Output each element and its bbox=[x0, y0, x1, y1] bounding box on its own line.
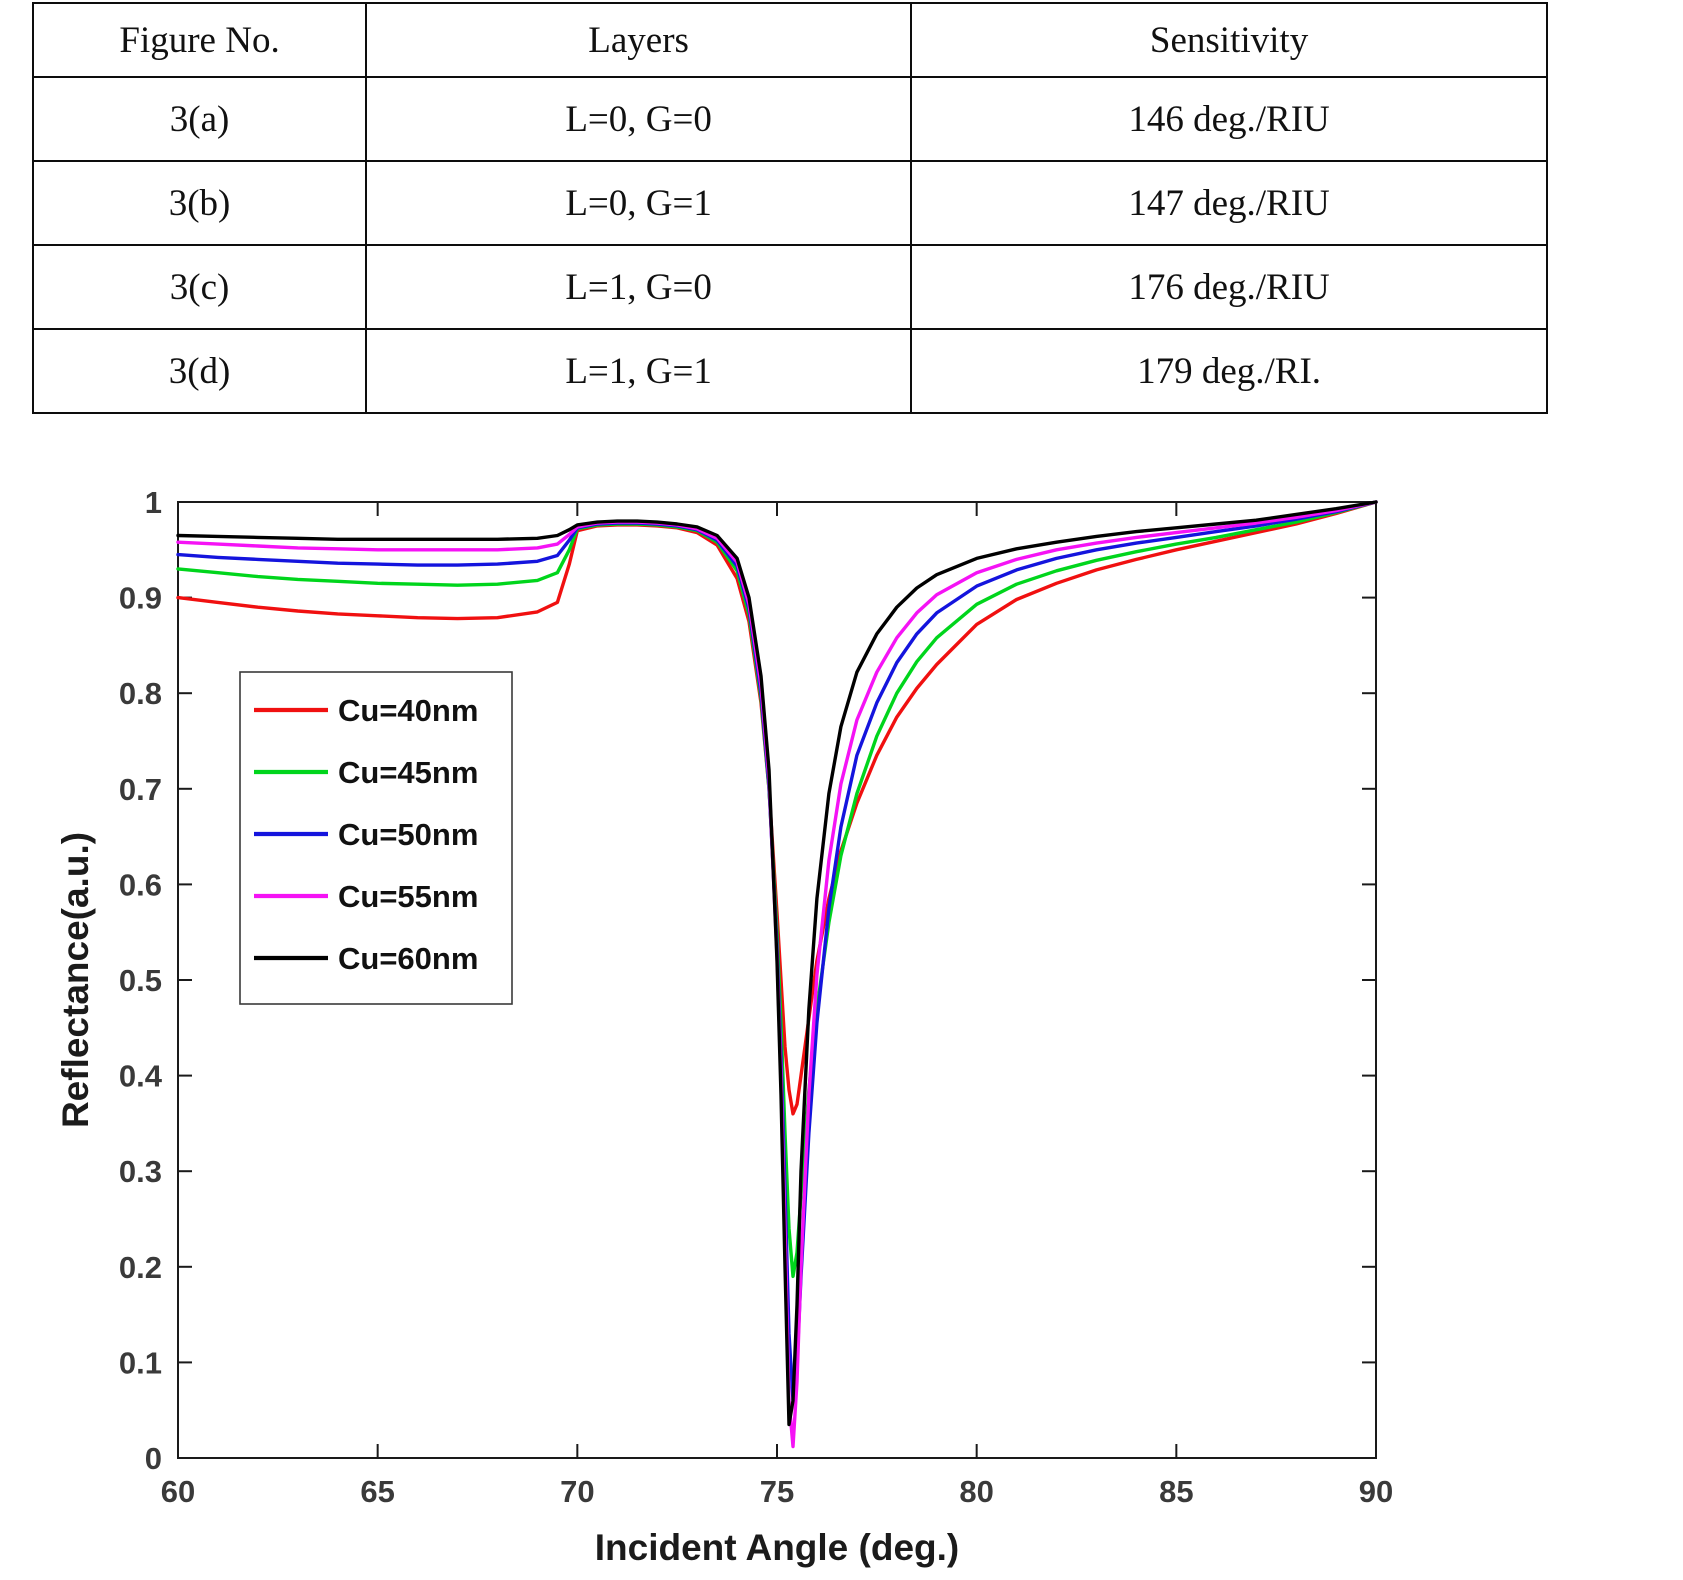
table-cell: L=0, G=0 bbox=[365, 76, 913, 162]
x-tick-label: 60 bbox=[161, 1474, 195, 1509]
table-row: 3(d) L=1, G=1 179 deg./RI. bbox=[31, 328, 1548, 414]
y-tick-label: 0.3 bbox=[119, 1154, 162, 1189]
y-axis-label: Reflectance(a.u.) bbox=[55, 832, 96, 1128]
y-tick-label: 0.5 bbox=[119, 963, 162, 998]
x-tick-label: 75 bbox=[760, 1474, 794, 1509]
table-cell: 3(c) bbox=[31, 244, 368, 330]
table-cell: L=1, G=0 bbox=[365, 244, 913, 330]
legend-box bbox=[239, 671, 513, 1005]
sensitivity-table: Figure No. Layers Sensitivity 3(a) L=0, G=0… bbox=[31, 2, 1548, 414]
table-row: 3(a) L=0, G=0 146 deg./RIU bbox=[31, 76, 1548, 162]
table-cell: 146 deg./RIU bbox=[910, 76, 1548, 162]
table-cell: 147 deg./RIU bbox=[910, 160, 1548, 246]
table-cell: 179 deg./RI. bbox=[910, 328, 1548, 414]
x-tick-label: 65 bbox=[360, 1474, 394, 1509]
y-tick-label: 0.8 bbox=[119, 676, 162, 711]
legend-label: Cu=60nm bbox=[338, 941, 478, 976]
y-tick-label: 0.9 bbox=[119, 581, 162, 616]
table-cell: L=0, G=1 bbox=[365, 160, 913, 246]
x-tick-label: 85 bbox=[1159, 1474, 1193, 1509]
x-tick-label: 80 bbox=[959, 1474, 993, 1509]
series-line bbox=[176, 500, 1378, 1427]
table-cell: L=1, G=1 bbox=[365, 328, 913, 414]
series-line bbox=[176, 500, 1378, 1116]
table-row: 3(c) L=1, G=0 176 deg./RIU bbox=[31, 244, 1548, 330]
y-tick-label: 0.4 bbox=[119, 1059, 163, 1094]
x-axis-label: Incident Angle (deg.) bbox=[595, 1527, 960, 1568]
reflectance-chart: 60 65 70 75 80 85 90 0 0.1 0.2 0.3 0.4 0.5 0.6 0.7 0.8 0… bbox=[48, 472, 1438, 1580]
y-tick-label: 0 bbox=[145, 1441, 162, 1476]
table-header-cell: Figure No. bbox=[31, 2, 368, 78]
table-cell: 3(a) bbox=[31, 76, 368, 162]
x-tick-label: 70 bbox=[560, 1474, 594, 1509]
legend-label: Cu=40nm bbox=[338, 693, 478, 728]
y-tick-label: 0.7 bbox=[119, 772, 162, 807]
y-tick-label: 1 bbox=[145, 485, 162, 520]
chart-canvas: 60 65 70 75 80 85 90 0 0.1 0.2 0.3 0.4 0.5 0.6 0.7 0.8 0… bbox=[55, 485, 1393, 1568]
table-header-cell: Sensitivity bbox=[910, 2, 1548, 78]
legend-label: Cu=50nm bbox=[338, 817, 478, 852]
legend-label: Cu=45nm bbox=[338, 755, 478, 790]
table-header-cell: Layers bbox=[365, 2, 913, 78]
y-tick-label: 0.6 bbox=[119, 867, 162, 902]
table-cell: 3(d) bbox=[31, 328, 368, 414]
legend-label: Cu=55nm bbox=[338, 879, 478, 914]
table-body: 3(a) L=0, G=0 146 deg./RIU 3(b) L=0, G=1 147 … bbox=[31, 76, 1548, 414]
table-header-row: Figure No. Layers Sensitivity bbox=[31, 2, 1548, 78]
y-tick-label: 0.2 bbox=[119, 1250, 162, 1285]
y-tick-label: 0.1 bbox=[119, 1345, 162, 1380]
table-cell: 3(b) bbox=[31, 160, 368, 246]
table-row: 3(b) L=0, G=1 147 deg./RIU bbox=[31, 160, 1548, 246]
table-cell: 176 deg./RIU bbox=[910, 244, 1548, 330]
x-tick-label: 90 bbox=[1359, 1474, 1393, 1509]
